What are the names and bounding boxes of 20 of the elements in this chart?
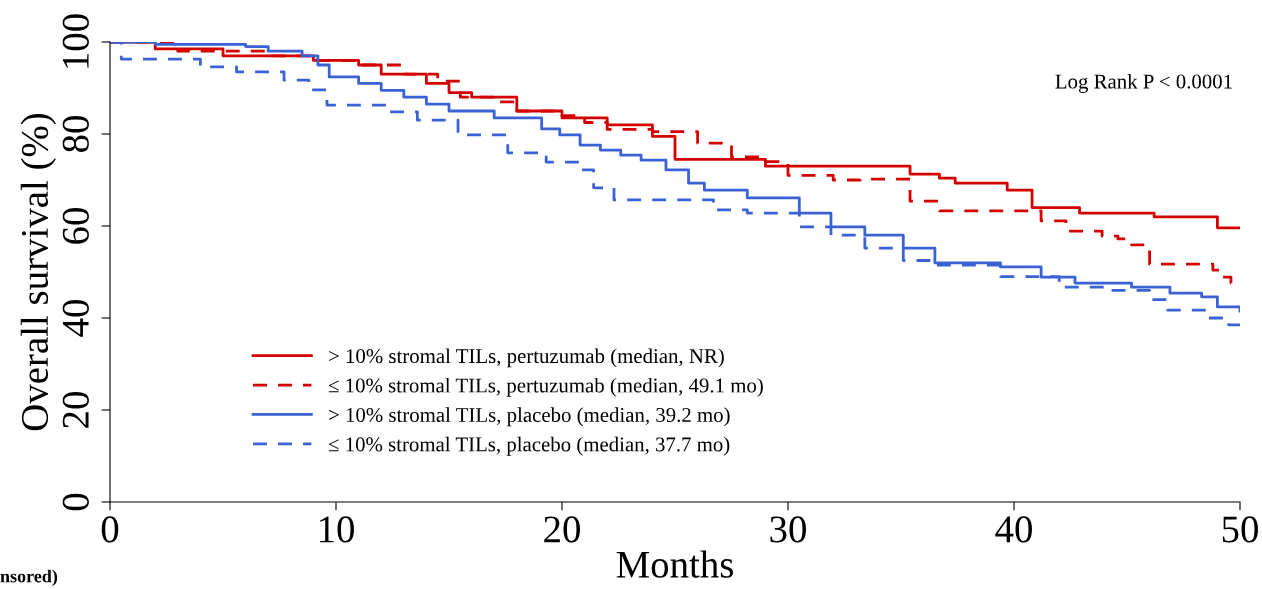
y-tick-label: 0 xyxy=(62,493,89,511)
x-tick-label: 40 xyxy=(995,516,1032,543)
text: nsored) xyxy=(0,569,58,587)
y-tick-label: 80 xyxy=(62,116,89,152)
x-tick-label: 50 xyxy=(1222,516,1258,543)
y-tick-label: 40 xyxy=(62,300,89,337)
legend-label: ≤ 10% stromal TILs, placebo (median, 37.7 mo) xyxy=(328,436,730,456)
x-tick-label: 20 xyxy=(544,516,580,543)
y-tick-label: 100 xyxy=(62,14,89,68)
x-tick-label: 0 xyxy=(101,516,119,543)
annotation: Log Rank P < 0.0001 xyxy=(1055,73,1232,93)
legend-label: > 10% stromal TILs, pertuzumab (median, NR) xyxy=(329,348,724,368)
legend-label: ≤ 10% stromal TILs, pertuzumab (median, 49.1 mo) xyxy=(328,377,763,397)
y-axis-title: Overall survival (%) xyxy=(20,113,56,431)
x-tick-label: 10 xyxy=(319,516,354,543)
y-tick-label: 20 xyxy=(62,392,89,428)
y-tick-label: 60 xyxy=(62,208,89,244)
x-axis-title: Months xyxy=(616,550,734,578)
x-tick-label: 30 xyxy=(770,516,806,543)
legend-label: > 10% stromal TILs, placebo (median, 39.2 mo) xyxy=(329,407,730,427)
